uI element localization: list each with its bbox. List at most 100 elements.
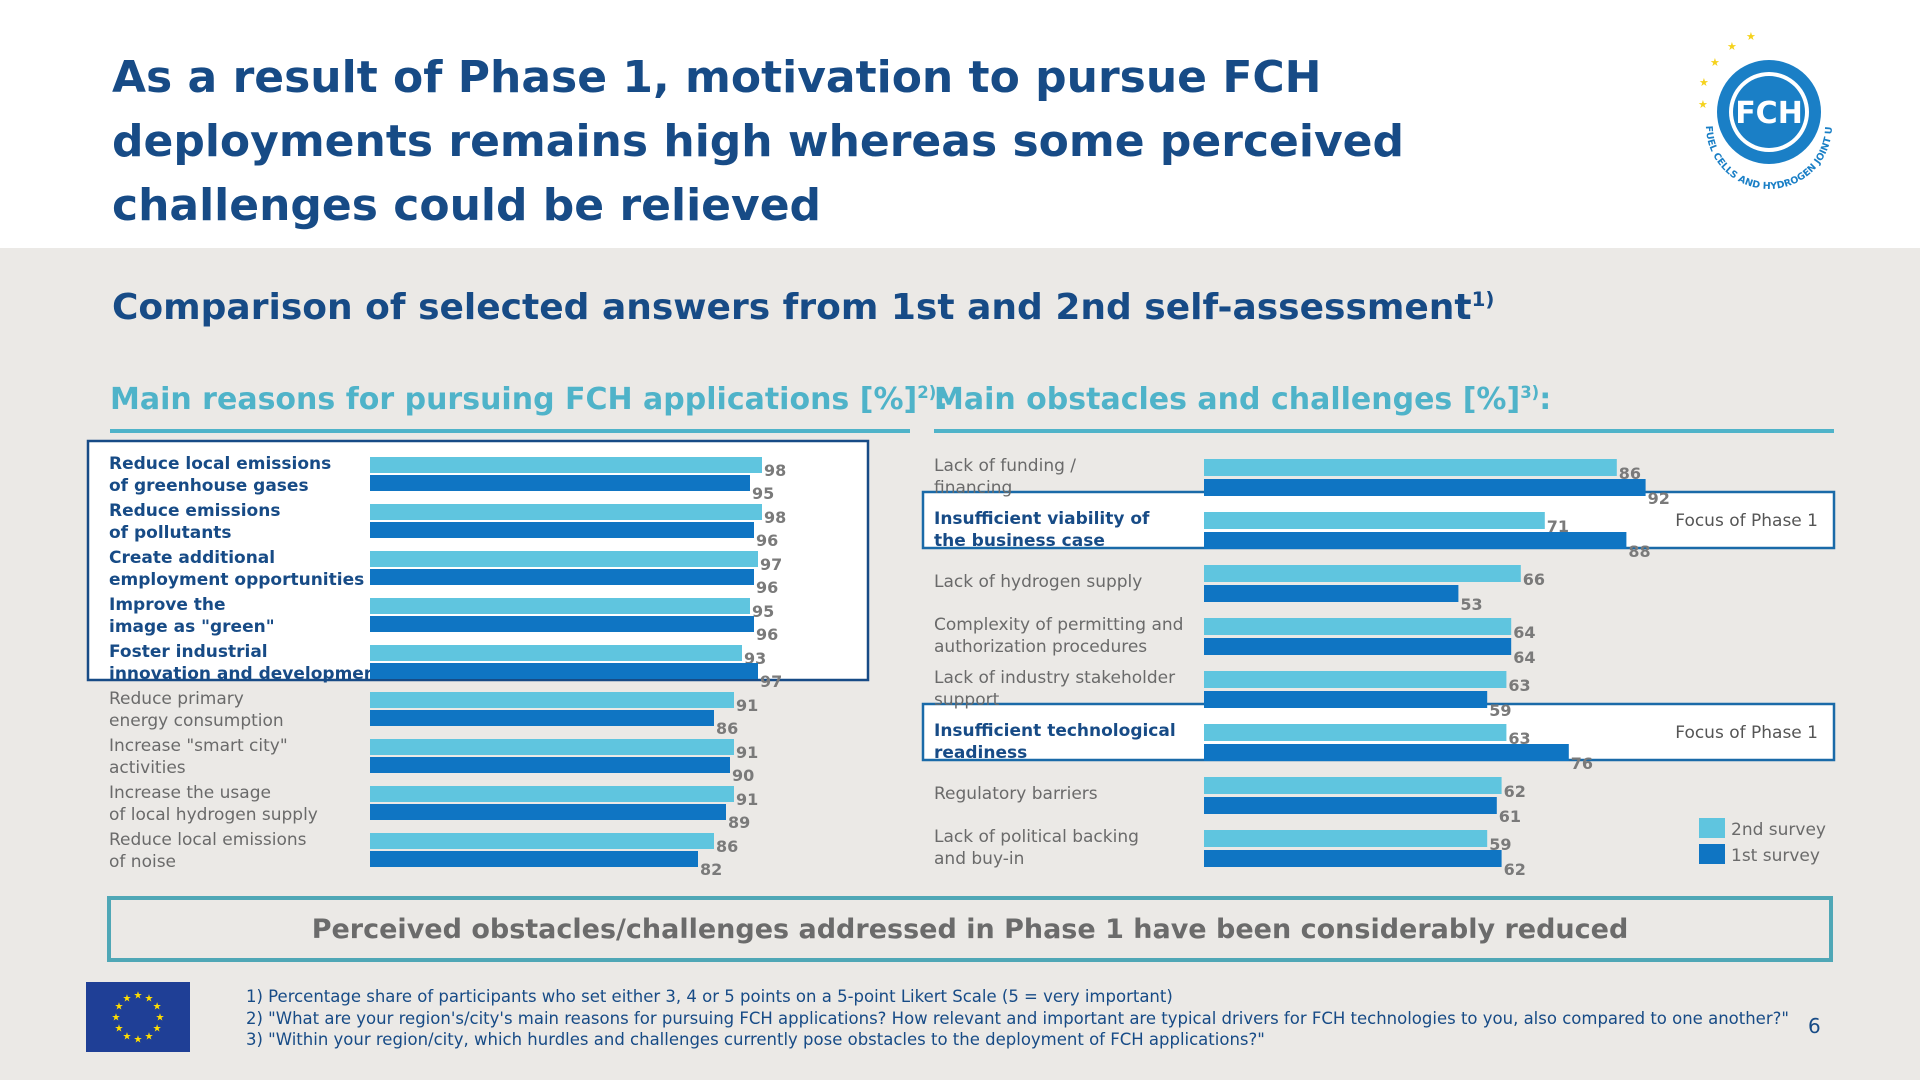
right-chart-value-label: 86 — [1619, 464, 1641, 483]
left-chart-bar-first — [370, 663, 758, 679]
right-chart-category-label: Insufficient technological — [934, 721, 1176, 741]
right-chart-bar-second — [1204, 830, 1488, 847]
right-chart-value-label: 59 — [1489, 835, 1511, 854]
eu-star-icon: ★ — [123, 993, 132, 1004]
right-chart-value-label: 64 — [1513, 623, 1535, 642]
left-chart-category-label: of local hydrogen supply — [109, 805, 318, 825]
right-chart-value-label: 62 — [1504, 782, 1526, 801]
eu-flag-background — [86, 982, 190, 1052]
left-chart-rule — [110, 429, 910, 433]
left-chart-value-label: 98 — [764, 461, 786, 480]
right-chart-bar-second — [1204, 459, 1617, 476]
right-chart-footnote-mark: 3) — [1520, 383, 1540, 402]
left-chart-footnote-mark: 2) — [917, 383, 937, 402]
left-chart-category-label: activities — [109, 758, 186, 778]
left-chart-title-colon: : — [936, 382, 949, 417]
footnotes: 1) Percentage share of participants who … — [246, 986, 1789, 1051]
right-chart-bar-second — [1204, 565, 1521, 582]
left-chart-value-label: 96 — [756, 625, 778, 644]
right-chart-value-label: 62 — [1504, 860, 1526, 879]
legend-entry: 1st survey — [1731, 846, 1820, 866]
right-chart-title-text: Main obstacles and challenges [%] — [934, 382, 1521, 417]
left-chart-category-label: Foster industrial — [109, 642, 268, 662]
logo-text: FCH — [1735, 96, 1803, 131]
right-chart-bar-second — [1204, 618, 1512, 635]
star-icon: ★ — [1727, 40, 1737, 53]
left-chart-category-label: Increase "smart city" — [109, 736, 288, 756]
left-chart-bar-second — [370, 692, 734, 708]
star-icon: ★ — [1698, 98, 1708, 111]
left-chart-value-label: 97 — [760, 672, 782, 691]
right-chart-category-label: authorization procedures — [934, 637, 1147, 657]
right-chart-bar-second — [1204, 724, 1507, 741]
left-chart-value-label: 95 — [752, 484, 774, 503]
left-chart-value-label: 95 — [752, 602, 774, 621]
right-chart-value-label: 53 — [1460, 595, 1482, 614]
right-chart-category-label: support — [934, 690, 1000, 710]
left-chart-category-label: Improve the — [109, 595, 226, 615]
right-chart-value-label: 61 — [1499, 807, 1521, 826]
left-chart-bar-second — [370, 457, 762, 473]
left-chart-category-label: Reduce local emissions — [109, 454, 331, 474]
left-chart-bar-first — [370, 710, 714, 726]
right-chart-category-label: and buy-in — [934, 849, 1024, 869]
legend-swatch — [1699, 818, 1725, 838]
eu-star-icon: ★ — [114, 1002, 123, 1013]
left-chart-bar-second — [370, 504, 762, 520]
left-chart-bar-second — [370, 645, 742, 661]
right-chart-title-colon: : — [1539, 382, 1552, 417]
right-chart-value-label: 63 — [1508, 729, 1530, 748]
left-chart-bar-first — [370, 569, 754, 585]
eu-star-icon: ★ — [145, 1032, 154, 1043]
left-chart-bar-first — [370, 475, 750, 491]
footnote-1: 1) Percentage share of participants who … — [246, 987, 1173, 1006]
left-chart-title: Main reasons for pursuing FCH applicatio… — [110, 380, 948, 420]
left-chart-value-label: 82 — [700, 860, 722, 879]
left-chart-category-label: Reduce primary — [109, 689, 244, 709]
right-chart-bar-second — [1204, 777, 1502, 794]
right-chart-value-label: 76 — [1571, 754, 1593, 773]
left-chart-category-label: Increase the usage — [109, 783, 271, 803]
left-chart-bar-first — [370, 757, 730, 773]
star-icon: ★ — [1699, 76, 1709, 89]
eu-star-icon: ★ — [123, 1032, 132, 1043]
right-chart-category-label: Complexity of permitting and — [934, 615, 1183, 635]
left-chart-category-label: innovation and development — [109, 664, 384, 684]
eu-star-icon: ★ — [153, 1002, 162, 1013]
right-chart-value-label: 66 — [1523, 570, 1545, 589]
right-chart-value-label: 71 — [1547, 517, 1569, 536]
section-subtitle: Comparison of selected answers from 1st … — [112, 284, 1494, 332]
left-chart-value-label: 91 — [736, 696, 758, 715]
left-chart-bar-second — [370, 833, 714, 849]
right-chart-bar-first — [1204, 585, 1459, 602]
right-chart-value-label: 88 — [1628, 542, 1650, 561]
left-chart-value-label: 86 — [716, 837, 738, 856]
eu-star-icon: ★ — [112, 1013, 121, 1024]
left-chart-value-label: 90 — [732, 766, 754, 785]
right-chart-focus-label: Focus of Phase 1 — [1675, 511, 1818, 531]
left-chart-value-label: 96 — [756, 578, 778, 597]
right-chart-bar-second — [1204, 671, 1507, 688]
legend-swatch — [1699, 844, 1725, 864]
left-chart-bar-second — [370, 551, 758, 567]
eu-star-icon: ★ — [153, 1024, 162, 1035]
left-chart-value-label: 98 — [764, 508, 786, 527]
left-chart-bar-first — [370, 851, 698, 867]
right-chart-bar-first — [1204, 797, 1497, 814]
legend-entry: 2nd survey — [1731, 820, 1826, 840]
right-chart-category-label: the business case — [934, 531, 1105, 551]
left-chart-category-label: energy consumption — [109, 711, 284, 731]
left-chart-title-text: Main reasons for pursuing FCH applicatio… — [110, 382, 918, 417]
right-chart-bar-first — [1204, 850, 1502, 867]
left-chart-category-label: Reduce local emissions — [109, 830, 307, 850]
left-chart-bar-first — [370, 616, 754, 632]
eu-star-icon: ★ — [134, 991, 143, 1002]
star-icon: ★ — [1746, 30, 1756, 43]
left-chart-category-label: of noise — [109, 852, 176, 872]
right-chart-value-label: 59 — [1489, 701, 1511, 720]
left-chart-category-label: Create additional — [109, 548, 275, 568]
right-chart-bar-first — [1204, 691, 1488, 708]
eu-star-icon: ★ — [114, 1024, 123, 1035]
eu-star-icon: ★ — [134, 1035, 143, 1046]
right-chart-category-label: Lack of hydrogen supply — [934, 572, 1142, 592]
